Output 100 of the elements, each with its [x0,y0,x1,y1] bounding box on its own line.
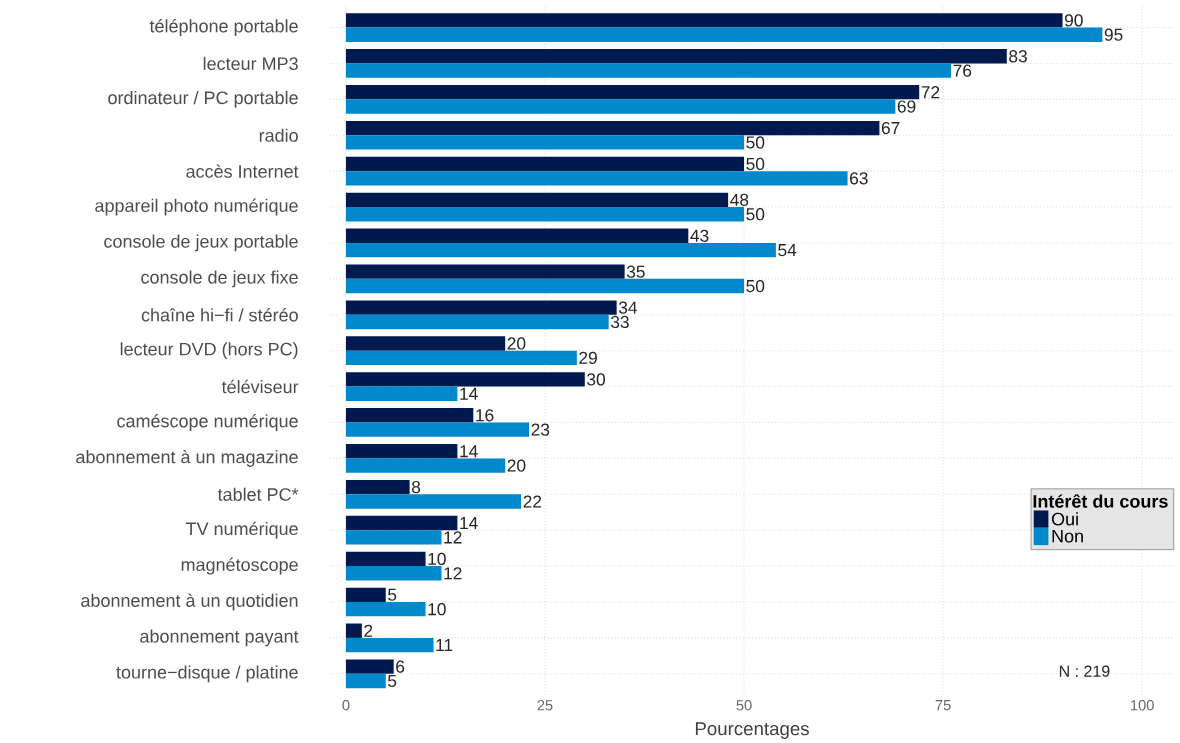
bar [345,27,1103,42]
bar [345,336,506,351]
bar [345,386,458,401]
bar [345,587,386,602]
data-label: 50 [746,157,765,170]
y-tick-label: appareil photo numérique [95,198,298,216]
y-tick-label: abonnement à un magazine [76,449,298,467]
bar [345,135,745,150]
data-label: 67 [881,121,900,134]
data-label: 50 [746,136,765,149]
y-tick-label: TV numérique [185,521,298,539]
bar [345,407,474,423]
data-label: 23 [531,423,550,436]
bar [345,264,625,279]
y-tick-label: tourne−disque / platine [116,665,298,682]
legend-label: Non [1052,529,1083,543]
data-label: 50 [746,207,765,221]
data-label: 6 [396,660,405,673]
bar [345,170,848,186]
y-tick-label: chaîne hi−fi / stéréo [141,307,298,322]
bar [345,278,745,294]
y-tick-label: téléviseur [221,379,299,394]
y-tick-label: caméscope numérique [117,413,298,431]
data-label: 76 [953,64,972,77]
bar [345,458,506,473]
annotation: N : 219 [1059,665,1110,677]
data-label: 14 [460,516,478,529]
x-tick-label: 50 [736,699,752,711]
data-label: 14 [460,445,478,457]
y-tick-label: lecteur DVD (hors PC) [120,342,298,359]
bar [345,63,952,78]
bar [345,494,522,509]
data-label: 16 [476,408,494,422]
x-tick-label: 0 [342,699,350,711]
data-label: 14 [460,387,478,400]
data-label: 22 [523,495,542,508]
bar [345,120,880,136]
data-label: 29 [579,351,597,364]
y-tick-label: tablet PC* [217,487,299,501]
data-label: 72 [921,85,940,99]
legend-title: Intérêt du cours [1033,493,1168,508]
data-label: 5 [388,674,397,687]
y-tick-label: magnétoscope [181,557,298,575]
bar [345,659,394,674]
y-tick-label: console de jeux fixe [141,270,298,288]
data-label: 12 [444,531,462,544]
bar [345,300,617,315]
bar [345,529,442,545]
legend-label: Oui [1051,512,1078,526]
data-label: 35 [626,265,645,278]
y-tick-label: lecteur MP3 [203,56,298,70]
bar [345,12,1063,28]
data-label: 54 [778,243,797,256]
y-tick-label: téléphone portable [149,18,298,36]
y-tick-label: accès Internet [186,164,299,178]
x-axis-title: Pourcentages [695,722,809,739]
data-label: 95 [1104,28,1123,41]
y-tick-label: abonnement payant [140,629,299,647]
data-label: 10 [428,602,446,616]
data-label: 34 [618,301,638,314]
data-label: 11 [436,638,453,651]
bar [345,99,896,114]
x-tick-label: 75 [935,699,951,711]
bar [345,228,689,243]
x-tick-label: 25 [537,699,553,711]
bar [345,551,426,566]
data-label: 2 [364,624,373,637]
bar [345,372,585,387]
bar [345,601,426,617]
bar [345,314,609,329]
y-tick-label: console de jeux portable [104,234,298,252]
data-label: 63 [850,171,868,185]
data-label: 69 [897,100,916,113]
bar [345,515,458,530]
data-label: 20 [507,459,526,472]
data-label: 43 [690,229,709,242]
x-tick-label: 100 [1131,699,1154,711]
bar [345,673,386,688]
y-tick-label: abonnement à un quotidien [81,593,298,611]
y-tick-label: ordinateur / PC portable [108,90,298,108]
data-label: 33 [610,315,629,328]
bar [345,637,434,653]
bar [345,623,362,638]
data-label: 30 [587,373,606,386]
data-label: 5 [388,588,397,601]
bar [345,422,530,437]
data-label: 10 [428,552,446,565]
data-label: 8 [411,480,421,494]
y-tick-label: radio [259,128,298,142]
data-label: 48 [730,193,749,206]
bar [345,443,458,459]
bar [345,242,776,258]
data-label: 12 [444,567,462,580]
data-label: 20 [507,337,526,350]
bar [345,192,729,207]
data-label: 83 [1009,49,1027,63]
bar [345,48,1007,64]
bar [345,565,442,581]
bar [345,156,745,171]
data-label: 50 [746,279,765,292]
